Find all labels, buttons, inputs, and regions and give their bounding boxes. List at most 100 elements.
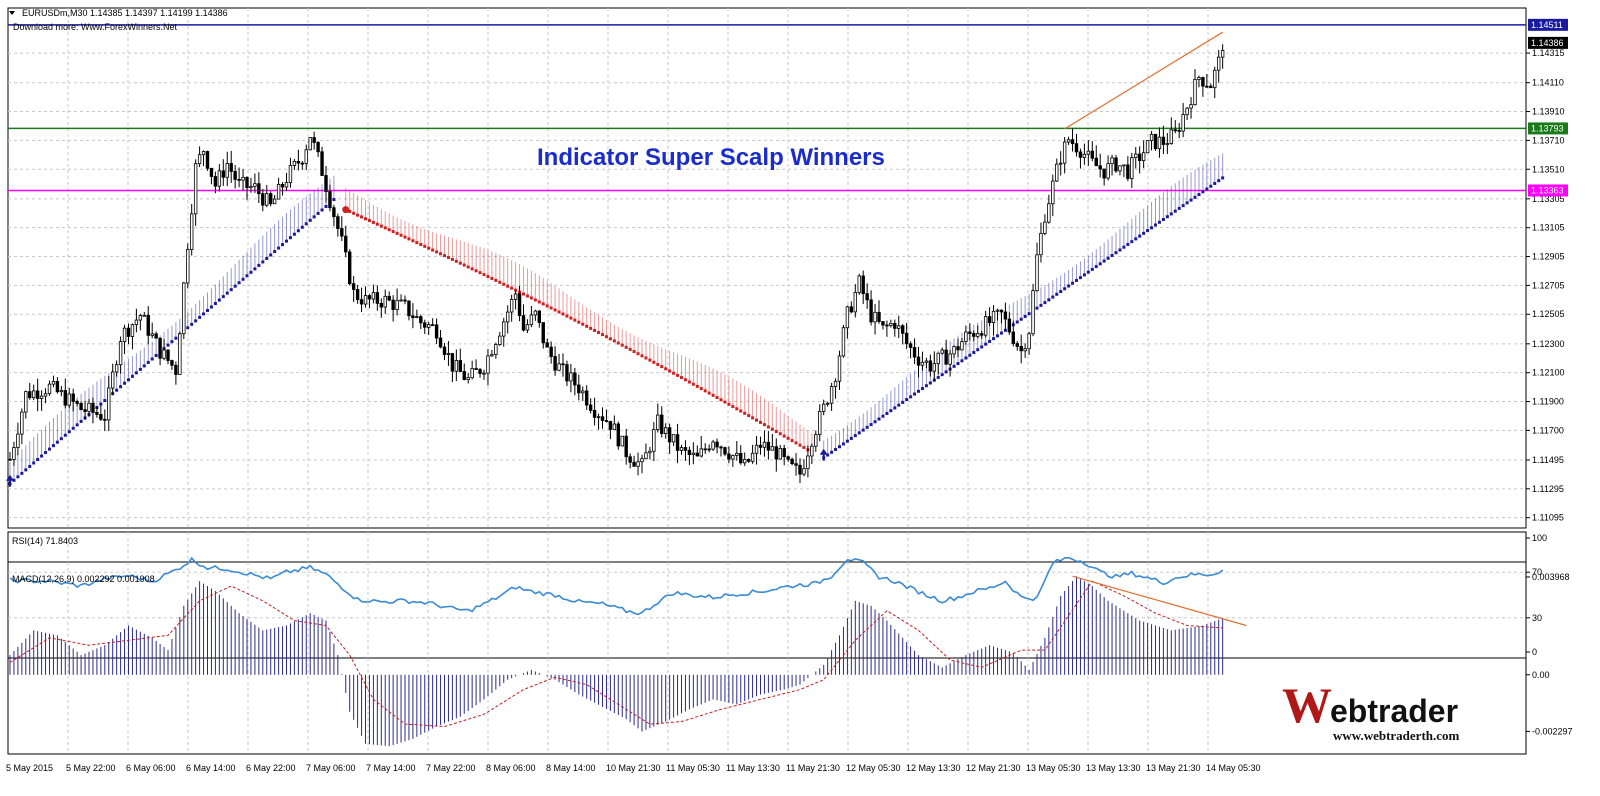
candle-body xyxy=(1138,153,1142,161)
candle-body xyxy=(735,452,739,456)
trend-dot xyxy=(996,334,999,338)
candle-body xyxy=(904,332,909,345)
trend-dot xyxy=(466,265,470,269)
candle-body xyxy=(837,355,842,382)
y-tick-label: 1.12905 xyxy=(1532,252,1565,262)
candle-body xyxy=(912,347,917,358)
trend-dot xyxy=(415,241,419,245)
candle-body xyxy=(1205,85,1209,88)
trend-dot xyxy=(79,419,83,423)
trend-dot xyxy=(375,222,379,226)
trend-dot xyxy=(446,256,450,260)
trend-dot xyxy=(320,208,324,212)
candle-body xyxy=(399,299,403,302)
candle-body xyxy=(794,463,798,466)
trend-dot xyxy=(371,220,375,224)
arrow-up-icon xyxy=(819,448,828,461)
candle-body xyxy=(968,331,972,334)
candle-body xyxy=(379,302,383,308)
candle-body xyxy=(233,171,237,180)
candle-body xyxy=(363,295,368,305)
candle-body xyxy=(964,331,968,343)
candle-body xyxy=(746,458,751,462)
dropdown-triangle-icon[interactable] xyxy=(9,11,15,15)
candle-body xyxy=(667,427,672,443)
candle-body xyxy=(308,137,312,151)
candle-body xyxy=(616,423,620,447)
candle-body xyxy=(87,402,91,412)
trend-dot xyxy=(1146,229,1150,233)
candle-body xyxy=(687,449,692,455)
trend-dot xyxy=(711,393,715,397)
trend-dot xyxy=(1189,198,1193,202)
trend-dot xyxy=(759,420,762,424)
candle-body xyxy=(585,390,589,406)
candle-body xyxy=(118,341,123,366)
trend-dot xyxy=(490,276,494,280)
trend-dot xyxy=(778,432,782,436)
candle-body xyxy=(162,349,166,359)
trend-dot xyxy=(198,315,202,319)
candle-body xyxy=(347,251,352,285)
trend-dot xyxy=(616,341,620,345)
candle-body xyxy=(565,364,569,382)
candle-body xyxy=(877,311,881,322)
trend-dot xyxy=(865,425,869,429)
candle-body xyxy=(632,461,636,467)
candle-body xyxy=(869,299,873,323)
trend-dot xyxy=(225,291,229,295)
candle-body xyxy=(612,423,617,430)
trend-dot xyxy=(127,378,130,382)
candle-body xyxy=(486,355,490,374)
trend-dot xyxy=(1114,251,1118,255)
trend-dot xyxy=(48,447,51,451)
trend-dot xyxy=(877,417,881,421)
trend-dot xyxy=(952,364,956,368)
candle-body xyxy=(1074,143,1079,153)
candle-body xyxy=(1126,164,1130,179)
trend-dot xyxy=(849,436,853,440)
trend-dot xyxy=(245,274,249,278)
candle-body xyxy=(833,380,838,387)
trend-dot xyxy=(790,439,794,443)
trend-dot xyxy=(1067,284,1071,288)
trend-dot xyxy=(612,339,616,343)
trend-dot xyxy=(1134,237,1138,241)
x-tick-label: 8 May 06:00 xyxy=(486,763,536,773)
x-tick-label: 7 May 22:00 xyxy=(426,763,476,773)
price-label-box xyxy=(1528,18,1568,31)
candle-body xyxy=(987,316,992,324)
candle-body xyxy=(1193,79,1197,106)
candle-body xyxy=(1130,157,1134,179)
price-label-box xyxy=(1528,36,1568,49)
candle-body xyxy=(513,293,518,300)
candle-body xyxy=(628,456,632,463)
trend-dot xyxy=(395,231,399,235)
candle-body xyxy=(1189,104,1193,109)
trend-dot xyxy=(28,464,32,468)
trend-dot xyxy=(1082,273,1086,277)
trend-dot xyxy=(782,434,786,438)
trend-dot xyxy=(1078,276,1082,280)
candle-body xyxy=(588,404,593,411)
trend-dot xyxy=(964,356,968,360)
candle-body xyxy=(209,167,214,177)
trend-dot xyxy=(881,414,885,418)
trend-dot xyxy=(529,296,533,300)
candle-body xyxy=(130,324,135,337)
candle-body xyxy=(146,314,150,336)
trend-dot xyxy=(1035,306,1039,310)
candle-body xyxy=(806,455,810,470)
trend-dot xyxy=(312,215,316,219)
candle-body xyxy=(762,441,767,448)
candle-body xyxy=(434,324,439,339)
trend-dot xyxy=(119,385,123,389)
candle-body xyxy=(620,435,624,447)
trend-dot xyxy=(940,373,944,377)
trend-dot xyxy=(379,224,383,228)
trend-dot xyxy=(138,367,142,371)
candle-body xyxy=(1098,165,1102,170)
candle-body xyxy=(1161,136,1166,145)
trend-dot xyxy=(1055,292,1059,296)
candle-body xyxy=(193,163,198,215)
